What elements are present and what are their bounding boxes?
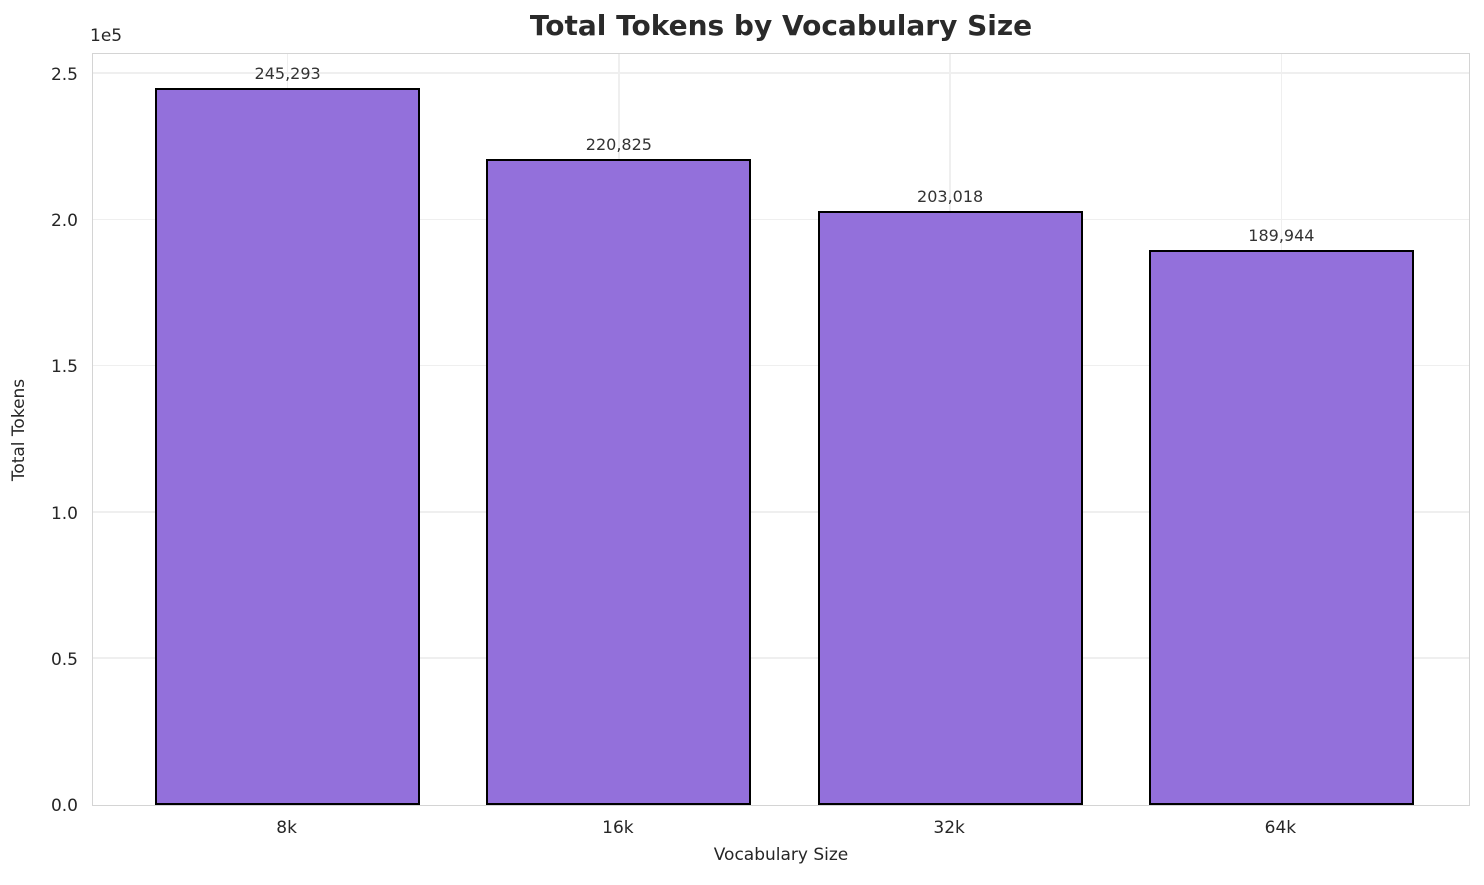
bar-value-label: 245,293 (254, 63, 321, 83)
y-tick-label: 2.5 (50, 64, 78, 85)
bar-value-label: 203,018 (917, 187, 984, 207)
y-tick-label: 1.0 (50, 503, 78, 524)
x-tick-label: 8k (276, 818, 297, 838)
x-axis-label: Vocabulary Size (713, 845, 849, 865)
horizontal-gridline (93, 364, 1469, 367)
horizontal-gridline (93, 72, 1469, 74)
y-axis-label: Total Tokens (9, 378, 29, 482)
bar-16k (486, 159, 752, 805)
plot-area: 245,293 220,825 203,018 189,944 (92, 53, 1470, 806)
x-tick-label: 32k (933, 818, 965, 838)
bar-8k (155, 87, 421, 805)
bar-value-label: 189,944 (1248, 225, 1315, 245)
bar-64k (1148, 249, 1414, 805)
y-tick-label: 0.0 (50, 796, 78, 816)
bar-value-label: 220,825 (585, 135, 652, 155)
x-tick-label: 64k (1264, 818, 1297, 838)
x-tick-label: 16k (602, 818, 634, 838)
chart-title: Total Tokens by Vocabulary Size (529, 9, 1033, 42)
horizontal-gridline (93, 657, 1469, 659)
y-axis-offset-label: 1e5 (90, 26, 123, 46)
horizontal-gridline (93, 511, 1469, 513)
y-tick-label: 2.0 (50, 211, 78, 232)
bar-32k (817, 211, 1083, 805)
y-tick-label: 0.5 (50, 649, 78, 670)
y-tick-label: 1.5 (50, 357, 78, 378)
horizontal-gridline (93, 218, 1469, 221)
